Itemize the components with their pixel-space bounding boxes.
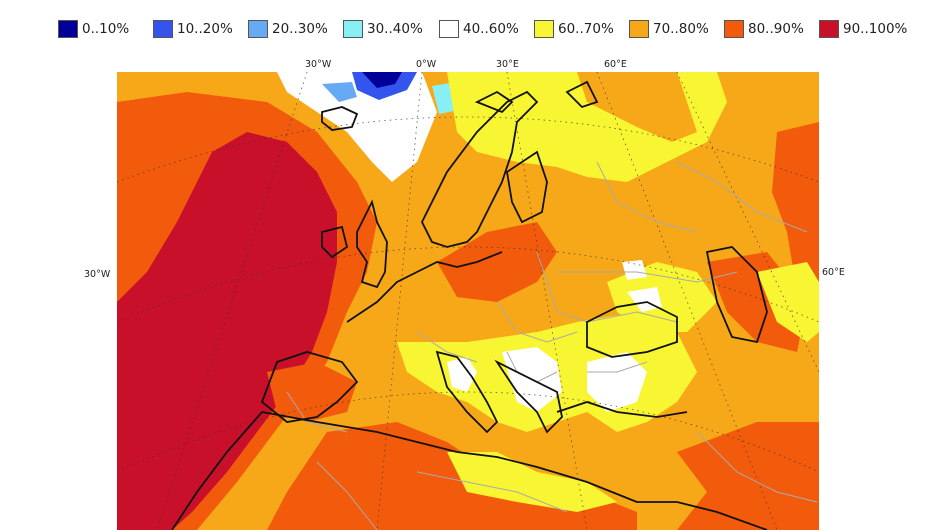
- legend-label: 60..70%: [558, 21, 614, 37]
- coast-africa-atlantic: [171, 411, 263, 530]
- zone-italy-white: [447, 357, 477, 392]
- coastlines: [171, 80, 768, 530]
- coast-iberia: [260, 351, 359, 423]
- legend-swatch: [534, 20, 554, 38]
- legend-swatch: [343, 20, 363, 38]
- right-axis-label-60e: 60°E: [822, 267, 845, 278]
- probability-map: [117, 72, 819, 530]
- zone-north-atlantic-white: [277, 72, 437, 182]
- top-axis-label-30w: 30°W: [305, 59, 332, 70]
- legend-swatch: [248, 20, 268, 38]
- legend-label: 30..40%: [367, 21, 423, 37]
- legend-label: 70..80%: [653, 21, 709, 37]
- zone-middle-east-red: [677, 422, 819, 530]
- coast-turkey: [556, 401, 688, 418]
- legend-swatch: [724, 20, 744, 38]
- legend-label: 40..60%: [463, 21, 519, 37]
- legend-swatch: [819, 20, 839, 38]
- legend-label: 80..90%: [748, 21, 804, 37]
- zone-light-blue: [322, 82, 357, 102]
- map-legend: 0..10% 10..20% 20..30% 30..40% 40..60% 6…: [0, 18, 941, 42]
- zone-iberia-red: [267, 362, 357, 422]
- top-axis-label-60e: 60°E: [604, 59, 627, 70]
- graticule: [117, 72, 819, 530]
- coast-north-africa: [261, 411, 768, 530]
- legend-label: 10..20%: [177, 21, 233, 37]
- coast-finland: [506, 150, 548, 224]
- legend-swatch: [58, 20, 78, 38]
- coast-caspian: [705, 246, 768, 344]
- zone-south-yellow: [447, 452, 617, 512]
- legend-label: 90..100%: [843, 21, 908, 37]
- zone-atlantic-dark-red: [117, 132, 337, 530]
- zone-black-sea-yellow: [607, 262, 717, 332]
- zone-north-yellow: [447, 72, 727, 182]
- left-axis-label-30w: 30°W: [84, 269, 111, 280]
- zone-ukraine-white: [622, 260, 647, 280]
- coast-europe-north: [346, 251, 503, 323]
- coast-balkans: [494, 359, 563, 434]
- coast-italy: [435, 350, 499, 434]
- coast-britain: [356, 199, 388, 289]
- zone-central-europe-red: [437, 222, 557, 302]
- country-borders: [286, 161, 818, 530]
- top-axis-label-0w: 0°W: [416, 59, 437, 70]
- coast-svalbard: [474, 90, 514, 114]
- coast-iceland: [321, 106, 359, 131]
- legend-swatch: [153, 20, 173, 38]
- top-axis-label-30e: 30°E: [496, 59, 519, 70]
- legend-label: 20..30%: [272, 21, 328, 37]
- legend-swatch: [439, 20, 459, 38]
- legend-label: 0..10%: [82, 21, 130, 37]
- coast-black-sea: [586, 301, 678, 358]
- coast-scandinavia: [420, 90, 539, 248]
- coast-novaya-zemlya: [565, 80, 599, 109]
- legend-swatch: [629, 20, 649, 38]
- coast-ireland: [321, 225, 349, 259]
- zone-east-yellow: [757, 262, 819, 342]
- zone-greenland-dark-blue: [362, 72, 402, 88]
